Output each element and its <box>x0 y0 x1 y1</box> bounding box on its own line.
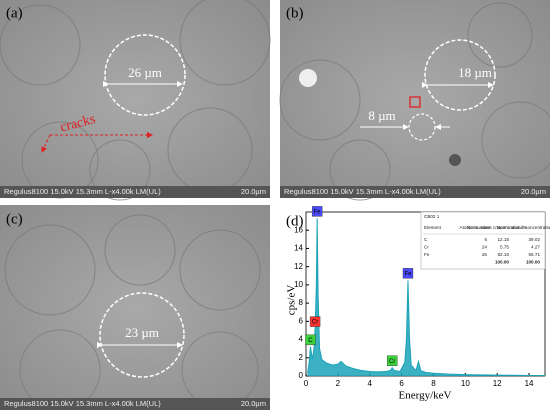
scale-text: 20.0µm <box>241 399 266 408</box>
table-cell: C <box>424 237 428 242</box>
y-axis-label: cps/eV <box>286 285 298 316</box>
measure-circle <box>99 292 185 378</box>
table-cell: 4.27 <box>531 245 540 250</box>
x-tick-label: 10 <box>461 379 470 388</box>
table-cell: 6 <box>484 237 487 242</box>
panel-c: 23 µm Regulus8100 15.0kV 15.3mm L-x4.00k… <box>0 205 270 411</box>
x-tick-label: 2 <box>336 379 341 388</box>
info-bar <box>0 398 270 410</box>
table-title: CB02 1 <box>424 214 440 219</box>
y-tick-label: 0 <box>299 371 304 380</box>
peak-label: Fe <box>314 209 322 215</box>
table-header: Norm. atomic concentration /% <box>497 225 550 230</box>
y-tick-label: 14 <box>294 244 303 253</box>
table-cell: Cr <box>424 245 429 250</box>
peak-label: Cr <box>312 320 318 326</box>
sem-image <box>0 205 270 410</box>
peak-box <box>309 316 321 327</box>
x-tick-label: 4 <box>368 379 373 388</box>
table-header: Atomic number <box>460 225 491 230</box>
table-cell: 39.02 <box>529 237 541 242</box>
info-text: Regulus8100 15.0kV 15.3mm L-x4.00k LM(UL… <box>284 187 441 196</box>
info-bar <box>280 186 550 198</box>
x-axis-label: Energy/keV <box>399 390 452 402</box>
particle <box>299 69 317 87</box>
table-cell: 82.10 <box>498 252 510 257</box>
x-tick-label: 0 <box>304 379 309 388</box>
panel-d: (d) Energy/keV cps/eV <box>286 213 452 401</box>
measure-circle <box>424 39 496 111</box>
panel-label: (b) <box>286 5 304 21</box>
measure-label: 8 µm <box>368 108 395 123</box>
eds-spot <box>409 96 421 108</box>
table-cell: 100.00 <box>526 260 540 265</box>
x-tick-label: 8 <box>431 379 436 388</box>
table-cell: 26 <box>482 252 488 257</box>
panel-a: 26 µm cracks Regulus8100 15.0kV 15.3mm L… <box>0 0 271 201</box>
peak-box <box>386 355 398 366</box>
table-cell: 5.75 <box>500 245 509 250</box>
measure-circle <box>104 34 186 116</box>
table-header: Element <box>424 225 442 230</box>
info-text: Regulus8100 15.0kV 15.3mm L-x4.00k LM(UL… <box>4 187 161 196</box>
y-tick-label: 4 <box>299 335 304 344</box>
measure-label: 26 µm <box>128 65 162 80</box>
table-bg <box>420 211 546 270</box>
y-tick-label: 8 <box>299 298 304 307</box>
measure-label: 18 µm <box>458 65 492 80</box>
panel-label: (a) <box>6 5 23 21</box>
y-tick-label: 10 <box>294 280 303 289</box>
texture <box>279 2 550 201</box>
peak-label: C <box>308 338 313 344</box>
x-tick-label: 14 <box>525 379 534 388</box>
y-tick-label: 6 <box>299 316 304 325</box>
sem-image <box>0 0 270 198</box>
table-cell: 12.15 <box>498 237 510 242</box>
peak-label: Fe <box>404 271 412 277</box>
table-cell: 100.00 <box>495 260 509 265</box>
spectrum-line <box>307 218 546 377</box>
info-bar <box>0 186 270 198</box>
particle <box>449 154 461 166</box>
x-tick-label: 6 <box>399 379 404 388</box>
peak-box <box>305 334 316 346</box>
scale-text: 20.0µm <box>521 187 546 196</box>
table-cell: 56.71 <box>529 252 541 257</box>
peak-box <box>311 206 323 217</box>
panel-b: 18 µm 8 µm Regulus8100 15.0kV 15.3mm L-x… <box>279 0 550 201</box>
peak-label: Cr <box>389 359 395 365</box>
crack-arrow <box>41 134 51 153</box>
panel-label: (d) <box>286 213 304 229</box>
y-tick-label: 2 <box>299 353 304 362</box>
info-text: Regulus8100 15.0kV 15.3mm L-x4.00k LM(UL… <box>4 399 161 408</box>
peak-box <box>402 268 414 279</box>
sem-image <box>280 0 550 198</box>
table-cell: Fe <box>424 252 430 257</box>
panel-label: (c) <box>6 211 23 227</box>
y-tick-label: 12 <box>294 262 303 271</box>
table-cell: 24 <box>482 245 488 250</box>
scale-text: 20.0µm <box>241 187 266 196</box>
x-tick-label: 12 <box>493 379 502 388</box>
table-header: Norm. mass concentration /% <box>467 225 527 230</box>
y-tick-label: 16 <box>294 225 303 234</box>
measure-label: 23 µm <box>125 325 159 340</box>
